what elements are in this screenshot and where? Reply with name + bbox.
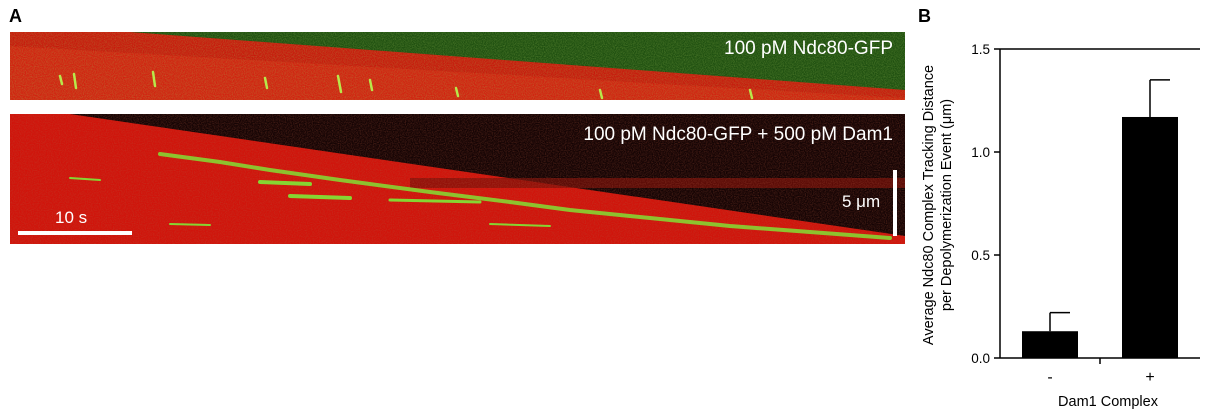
y-axis-label-line1: Average Ndc80 Complex Tracking Distance xyxy=(921,65,937,345)
kymograph-ndc80-only-image xyxy=(10,32,905,100)
y-tick-label: 1.0 xyxy=(971,145,990,160)
kymograph-bottom-label: 100 pM Ndc80-GFP + 500 pM Dam1 xyxy=(583,124,893,145)
panel-a-letter: A xyxy=(9,6,22,26)
y-tick-label: 0.5 xyxy=(971,248,990,263)
tracking-distance-bar-chart: 0.0 0.5 1.0 1.5 - + Average Ndc80 Complex Tra… xyxy=(921,42,1200,410)
bar-minus xyxy=(1022,331,1078,358)
x-tick-label: - xyxy=(1047,369,1052,386)
kymograph-ndc80-only: 100 pM Ndc80-GFP xyxy=(10,32,905,100)
x-axis-label: Dam1 Complex xyxy=(1058,394,1159,410)
panel-b-letter: B xyxy=(918,6,931,26)
time-scale-label: 10 s xyxy=(55,208,88,227)
kymograph-ndc80-dam1: 100 pM Ndc80-GFP + 500 pM Dam1 10 s 5 μm xyxy=(10,114,905,244)
distance-scale-label: 5 μm xyxy=(842,192,881,211)
y-axis-label-line2: per Depolymerization Event (μm) xyxy=(939,99,955,311)
x-tick-label: + xyxy=(1145,369,1154,386)
time-scale-bar xyxy=(18,231,132,235)
bar-plus xyxy=(1122,116,1178,358)
kymograph-top-label: 100 pM Ndc80-GFP xyxy=(724,38,893,59)
chart-bars xyxy=(1022,79,1178,358)
y-tick-label: 1.5 xyxy=(971,42,990,57)
chart-axes: 0.0 0.5 1.0 1.5 - + xyxy=(971,42,1200,386)
y-tick-label: 0.0 xyxy=(971,351,990,366)
distance-scale-bar xyxy=(893,170,897,236)
kymograph-ndc80-dam1-image xyxy=(10,114,905,244)
